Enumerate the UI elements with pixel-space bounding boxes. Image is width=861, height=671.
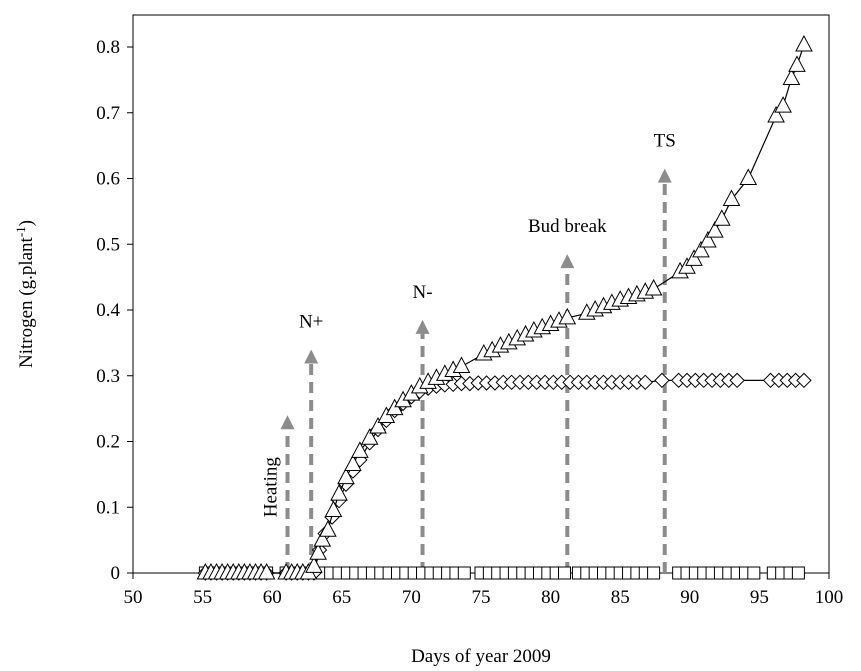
- annotation-label: N-: [413, 282, 433, 303]
- square-point: [457, 566, 471, 580]
- y-axis-title-close: ): [16, 220, 37, 226]
- triangle-point: [788, 55, 806, 72]
- triangle-point: [330, 484, 348, 501]
- y-tick-label: 0.4: [96, 300, 120, 321]
- triangle-point: [774, 96, 792, 113]
- triangle-point: [739, 168, 758, 185]
- plot-frame: [132, 14, 830, 574]
- diamond-point: [796, 372, 812, 389]
- arrow-head: [560, 254, 575, 269]
- triangle-point: [712, 209, 731, 226]
- triangle-point: [324, 500, 343, 518]
- y-axis-title-main: Nitrogen (g.plant: [16, 236, 37, 368]
- x-tick-label: 100: [815, 587, 844, 608]
- triangle-point: [344, 454, 362, 472]
- event-arrow: N+: [299, 311, 323, 573]
- triangle-point: [767, 105, 785, 123]
- arrow-head: [415, 319, 430, 334]
- x-tick-label: 80: [541, 587, 560, 608]
- x-tick-label: 60: [263, 587, 282, 608]
- x-tick-label: 65: [332, 587, 351, 608]
- x-tick-label: 55: [193, 587, 212, 608]
- y-axis-title: Nitrogen (g.plant-1): [13, 220, 37, 368]
- diamond-point: [729, 372, 745, 389]
- x-tick-label: 95: [750, 587, 769, 608]
- x-tick-label: 90: [680, 587, 699, 608]
- arrow-head: [280, 415, 295, 430]
- y-tick-label: 0.1: [96, 497, 120, 518]
- series-triangle: [196, 34, 813, 580]
- arrow-head: [657, 168, 672, 183]
- triangle-point: [360, 428, 379, 445]
- triangle-point: [722, 189, 741, 207]
- triangle-point: [309, 543, 327, 560]
- square-point: [647, 566, 661, 580]
- triangle-point: [706, 221, 724, 238]
- y-tick-label: 0.6: [96, 169, 120, 190]
- series-line: [205, 44, 805, 574]
- square-point: [747, 566, 761, 580]
- square-point: [558, 566, 572, 580]
- triangle-point: [452, 356, 471, 374]
- triangle-point: [692, 240, 710, 258]
- arrow-head: [304, 349, 319, 364]
- y-tick-label: 0.3: [96, 366, 120, 387]
- triangle-point: [257, 562, 276, 580]
- triangle-point: [313, 530, 332, 547]
- y-tick-label: 0.2: [96, 432, 120, 453]
- triangle-point: [558, 307, 577, 325]
- y-axis: 0 0.1 0.2 0.3 0.4 0.5 0.6 0.7 0.8: [96, 37, 133, 584]
- event-arrows: Heating N+ N- Bud break TS: [261, 131, 676, 573]
- triangle-point: [795, 34, 813, 52]
- triangle-point: [351, 441, 369, 458]
- triangle-point: [337, 467, 355, 485]
- event-arrow: N-: [413, 282, 433, 573]
- y-tick-label: 0.7: [96, 103, 120, 124]
- annotation-label: Bud break: [528, 216, 607, 237]
- annotation-label: N+: [299, 311, 323, 332]
- x-axis-title: Days of year 2009: [411, 646, 551, 667]
- x-tick-label: 75: [472, 587, 491, 608]
- triangle-point: [685, 249, 703, 266]
- triangle-point: [369, 416, 387, 434]
- triangle-point: [319, 520, 337, 537]
- diamond-point: [654, 372, 670, 389]
- x-tick-label: 50: [124, 587, 143, 608]
- y-axis-title-sup: -1: [13, 226, 28, 237]
- y-tick-label: 0.8: [96, 37, 120, 58]
- square-point: [791, 566, 805, 580]
- triangle-point: [699, 230, 717, 248]
- triangle-point: [782, 68, 801, 86]
- event-arrow: TS: [654, 131, 676, 573]
- x-tick-label: 85: [611, 587, 630, 608]
- event-arrow: Bud break: [528, 216, 607, 573]
- x-axis: 50 55 60 65 70 75 80 85 90 95 100: [124, 573, 844, 608]
- annotation-label: TS: [654, 131, 676, 152]
- diamond-point: [637, 374, 653, 391]
- series-line: [205, 379, 804, 574]
- plot-area: [132, 14, 830, 574]
- triangle-point: [305, 556, 323, 573]
- x-tick-label: 70: [402, 587, 421, 608]
- annotation-label: Heating: [261, 457, 282, 518]
- series-layer: [196, 34, 813, 581]
- triangle-point: [644, 278, 663, 296]
- event-arrow: Heating: [261, 415, 295, 573]
- y-tick-label: 0.5: [96, 234, 120, 255]
- y-tick-label: 0: [111, 563, 121, 584]
- series-diamond: [197, 372, 812, 581]
